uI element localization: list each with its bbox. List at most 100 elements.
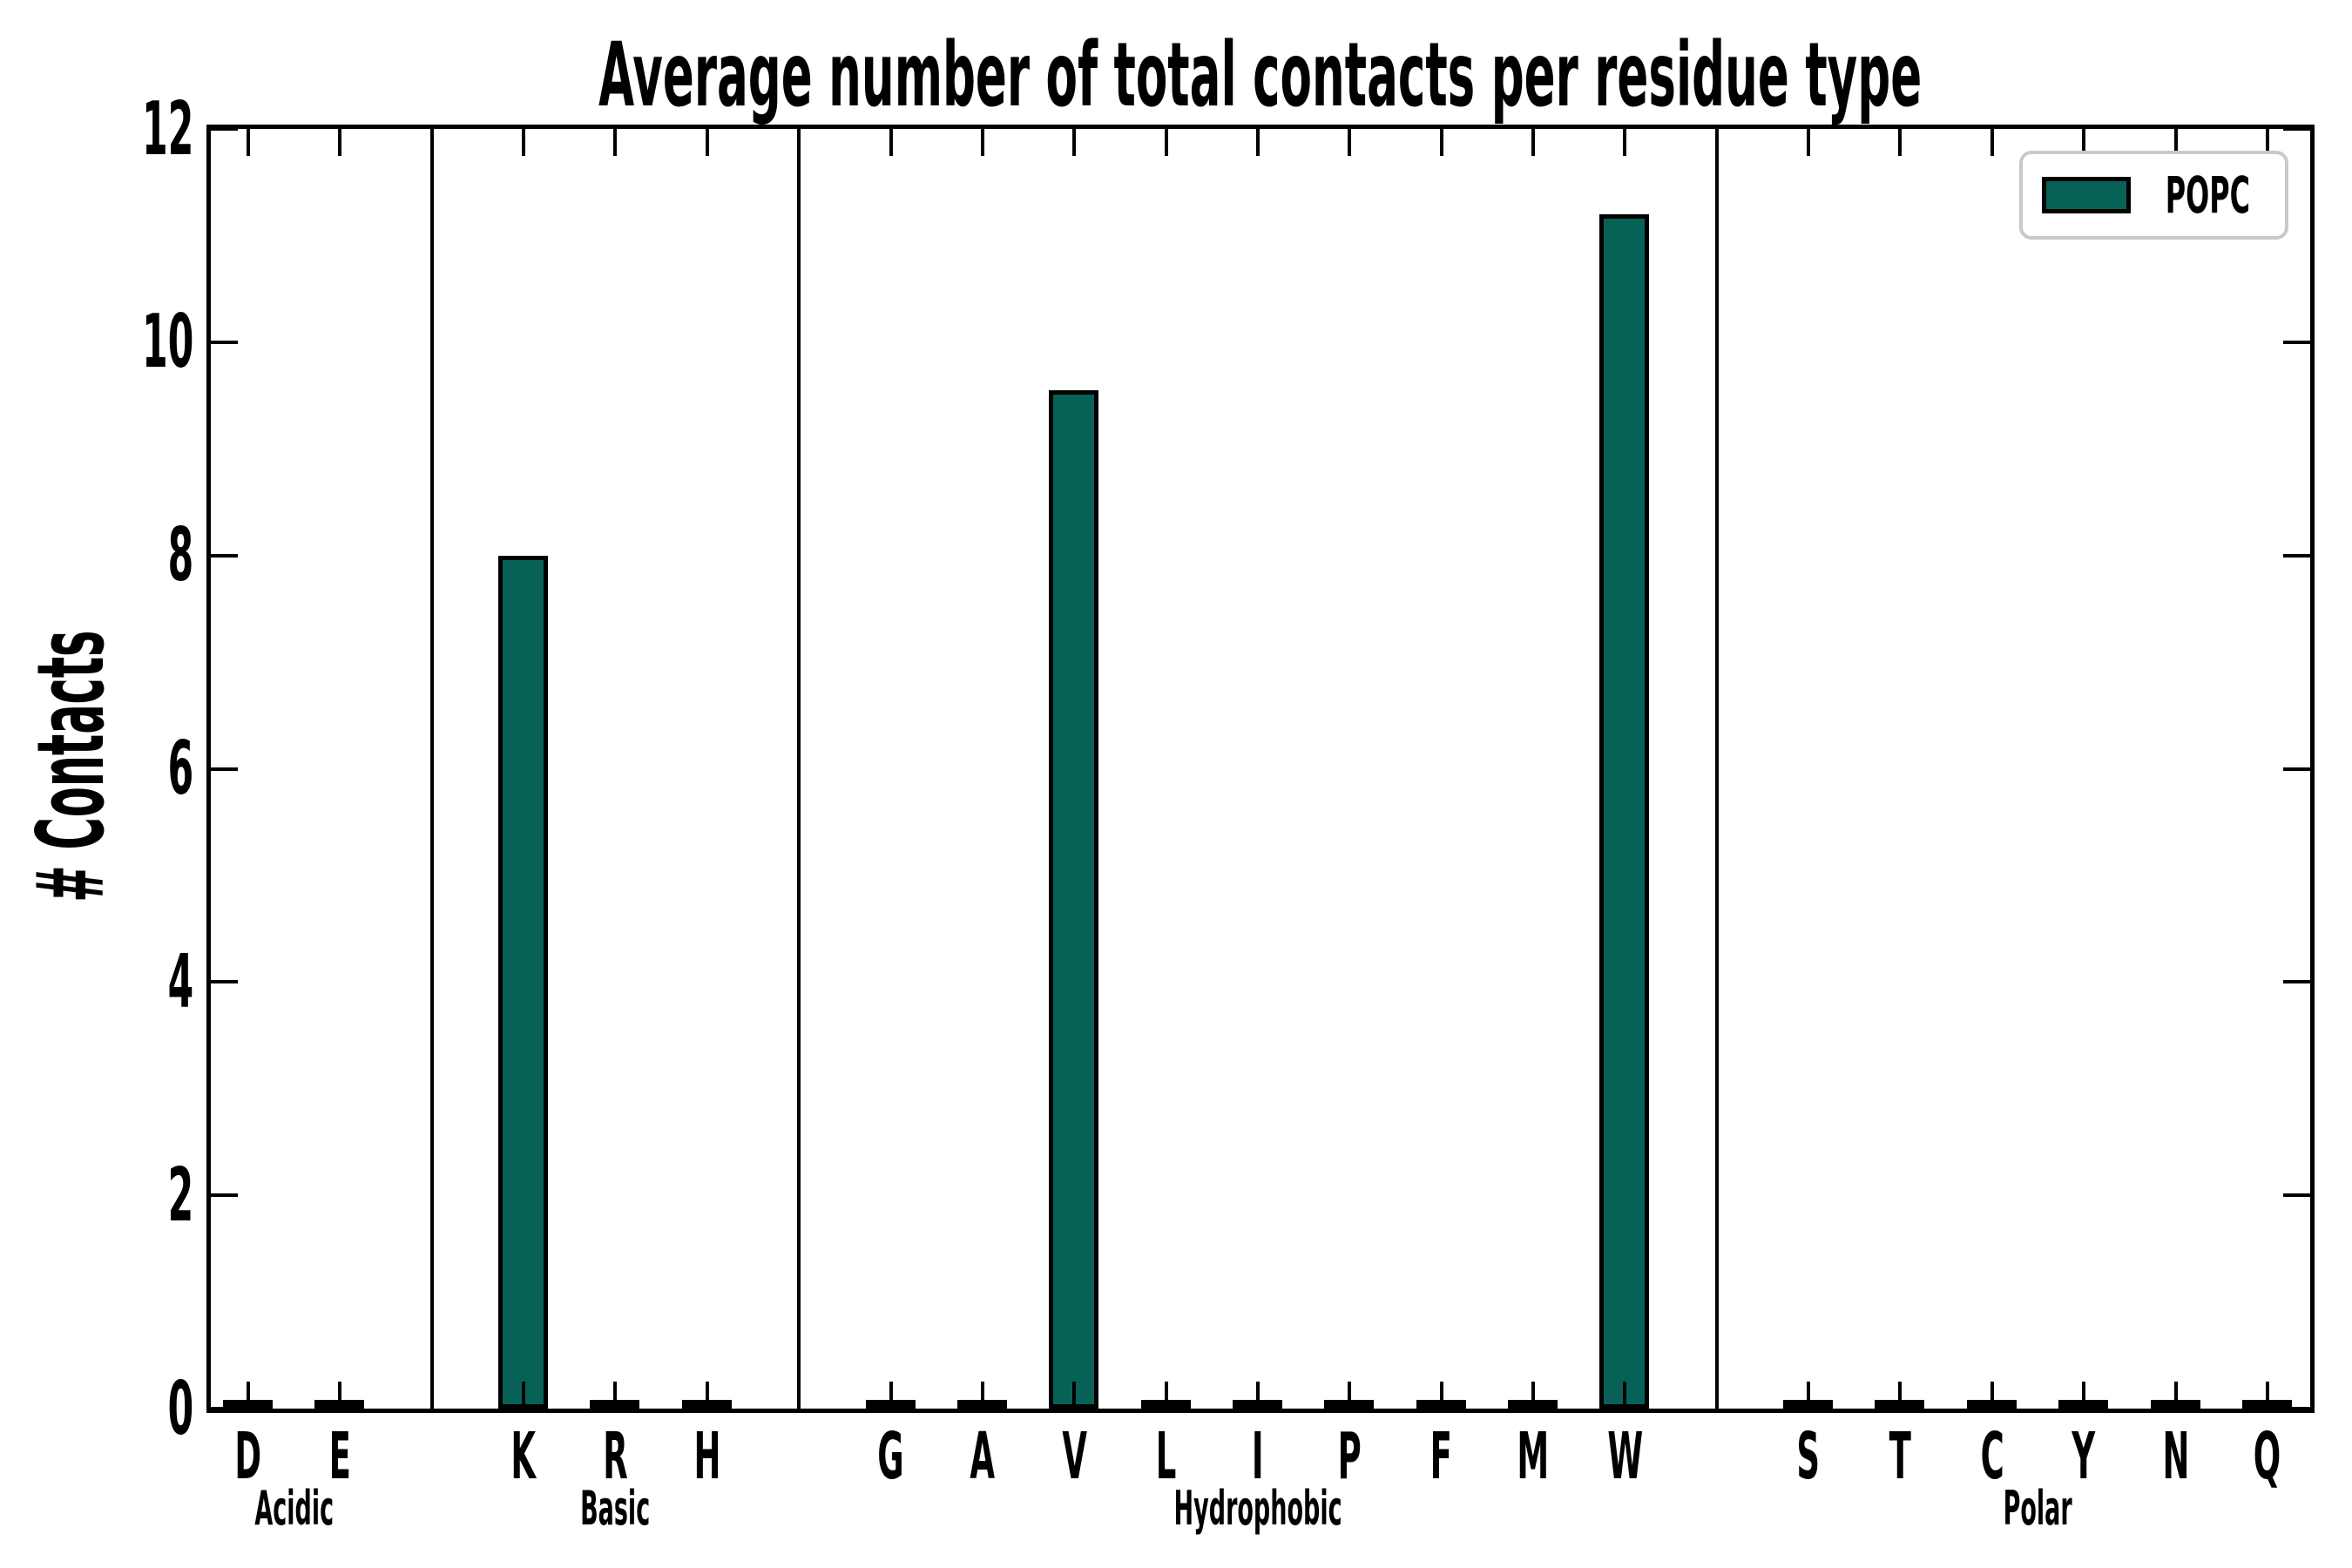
x-tick-label-Q-text: Q (2254, 1419, 2281, 1494)
x-tick-label-L-text: L (1155, 1419, 1177, 1494)
x-tick-top-N (2173, 129, 2178, 156)
y-tick-label-2-text: 2 (167, 1152, 193, 1239)
y-tick-right-10 (2283, 340, 2310, 344)
x-tick-bottom-W (1623, 1382, 1627, 1409)
y-tick-right-12 (2283, 127, 2310, 131)
group-label-acidic-text: Acidic (254, 1480, 335, 1536)
y-tick-label-12: 12 (0, 86, 193, 172)
x-tick-bottom-T (1898, 1382, 1903, 1409)
bar-V (1049, 390, 1099, 1409)
legend: POPC (2019, 151, 2288, 240)
x-tick-label-P-text: P (1337, 1419, 1362, 1494)
y-tick-left-6 (211, 767, 238, 771)
x-tick-bottom-Y (2082, 1382, 2086, 1409)
x-tick-top-G (889, 129, 893, 156)
x-tick-label-V: V (1004, 1419, 1144, 1494)
x-tick-bottom-D (247, 1382, 250, 1409)
x-tick-label-Y-text: Y (2072, 1419, 2096, 1494)
y-tick-right-6 (2283, 767, 2310, 771)
y-tick-label-4-text: 4 (167, 938, 193, 1025)
y-tick-label-8-text: 8 (167, 512, 193, 599)
x-tick-label-F: F (1372, 1419, 1511, 1494)
x-tick-top-M (1531, 129, 1536, 156)
group-label-hydrophobic: Hydrophobic (1040, 1480, 1476, 1536)
y-tick-left-8 (211, 553, 238, 558)
x-tick-label-E-text: E (328, 1419, 351, 1494)
x-tick-label-K: K (454, 1419, 593, 1494)
group-label-acidic: Acidic (77, 1480, 512, 1536)
x-tick-label-H-text: H (693, 1419, 721, 1494)
chart-title-text: Average number of total contacts per res… (598, 23, 1923, 127)
x-tick-label-T: T (1830, 1419, 1970, 1494)
y-tick-right-8 (2283, 553, 2310, 558)
x-tick-bottom-C (1990, 1382, 1994, 1409)
x-tick-label-D: D (179, 1419, 318, 1494)
bar-K (498, 556, 549, 1409)
y-tick-left-4 (211, 980, 238, 984)
x-tick-bottom-E (338, 1382, 342, 1409)
x-tick-label-V-text: V (1061, 1419, 1087, 1494)
group-label-basic: Basic (397, 1480, 833, 1536)
y-tick-label-0: 0 (0, 1366, 193, 1452)
x-tick-label-T-text: T (1889, 1419, 1912, 1494)
y-tick-left-2 (211, 1193, 238, 1198)
x-tick-bottom-P (1348, 1382, 1352, 1409)
y-tick-label-10: 10 (0, 299, 193, 385)
x-tick-label-R: R (545, 1419, 685, 1494)
group-label-basic-text: Basic (580, 1480, 651, 1536)
x-tick-top-E (338, 129, 342, 156)
plot-layer (211, 127, 2310, 1410)
x-tick-label-N-text: N (2162, 1419, 2190, 1494)
x-tick-label-C-text: C (1980, 1419, 2004, 1494)
x-tick-top-P (1348, 129, 1352, 156)
x-tick-bottom-M (1531, 1382, 1536, 1409)
x-tick-bottom-A (980, 1382, 984, 1409)
y-tick-right-0 (2283, 1407, 2310, 1410)
x-tick-label-W: W (1555, 1419, 1694, 1494)
y-tick-label-2: 2 (0, 1152, 193, 1239)
y-tick-left-12 (211, 127, 238, 131)
chart-title: Average number of total contacts per res… (389, 24, 2132, 127)
x-tick-top-T (1898, 129, 1903, 156)
x-tick-top-V (1072, 129, 1077, 156)
x-tick-bottom-V (1072, 1382, 1077, 1409)
x-tick-bottom-L (1164, 1382, 1168, 1409)
bar-W (1599, 214, 1650, 1409)
legend-label: POPC (2131, 170, 2285, 220)
x-tick-label-Q: Q (2198, 1419, 2337, 1494)
x-tick-top-R (613, 129, 618, 156)
x-tick-bottom-R (613, 1382, 618, 1409)
x-tick-top-L (1164, 129, 1168, 156)
x-tick-label-K-text: K (510, 1419, 537, 1494)
x-tick-top-D (247, 129, 250, 156)
x-tick-label-M-text: M (1517, 1419, 1550, 1494)
x-tick-label-I-text: I (1252, 1419, 1264, 1494)
x-tick-label-D-text: D (234, 1419, 262, 1494)
x-tick-label-I: I (1188, 1419, 1328, 1494)
group-label-polar-text: Polar (2003, 1480, 2073, 1536)
x-tick-label-A: A (913, 1419, 1052, 1494)
y-tick-label-6-text: 6 (167, 726, 193, 812)
x-tick-label-G: G (821, 1419, 961, 1494)
y-tick-right-2 (2283, 1193, 2310, 1198)
x-tick-bottom-K (522, 1382, 526, 1409)
x-tick-label-S: S (1739, 1419, 1878, 1494)
x-tick-label-A-text: A (970, 1419, 996, 1494)
group-label-hydrophobic-text: Hydrophobic (1173, 1480, 1342, 1536)
group-label-polar: Polar (1821, 1480, 2256, 1536)
plot-area (206, 125, 2315, 1413)
x-tick-label-F-text: F (1430, 1419, 1453, 1494)
y-axis-label-text: # Contacts (17, 630, 125, 903)
x-tick-top-K (522, 129, 526, 156)
x-tick-top-Y (2082, 129, 2086, 156)
x-tick-label-E: E (270, 1419, 409, 1494)
x-tick-label-L: L (1097, 1419, 1236, 1494)
legend-label-text: POPC (2165, 166, 2251, 225)
legend-swatch-popc (2042, 177, 2132, 213)
x-tick-label-W-text: W (1606, 1419, 1643, 1494)
x-tick-label-H: H (638, 1419, 777, 1494)
x-tick-label-S-text: S (1796, 1419, 1821, 1494)
x-tick-top-C (1990, 129, 1994, 156)
x-tick-top-Q (2265, 129, 2269, 156)
